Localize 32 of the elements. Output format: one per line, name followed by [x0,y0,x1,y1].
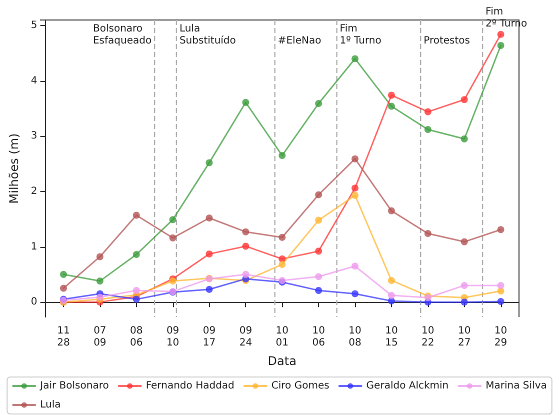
x-tick-label: 09 24 [239,326,252,348]
x-tick-label: 07 09 [94,326,106,348]
x-tick-label: 08 06 [130,326,143,348]
x-tick-label: 09 17 [202,326,216,348]
annotation: Lula Substituído [179,24,236,46]
annotation: #EleNao [278,36,322,46]
annotation: Fim 1º Turno [340,24,382,46]
x-tick-label: 11 28 [57,326,70,348]
annotation: Bolsonaro Esfaqueado [92,24,152,46]
x-tick-label: 10 29 [494,326,508,348]
y-tick-label: 5 [30,20,38,32]
x-tick-label: 10 22 [422,326,434,348]
x-tick-label: 10 08 [348,326,362,348]
y-tick-label: 3 [30,130,38,142]
y-tick-label: 0 [30,296,38,308]
legend-label: Lula [40,400,61,410]
y-tick-label: 4 [30,75,38,86]
x-tick-label: 10 27 [458,326,471,348]
x-axis-title: Data [268,354,296,368]
legend-label: Geraldo Alckmin [366,380,449,392]
legend-label: Jair Bolsonaro [39,380,109,392]
y-axis-title: Milhões (m) [7,133,21,204]
legend-label: Ciro Gomes [271,380,330,392]
x-tick-label: 10 15 [385,326,398,348]
annotation: Protestos [424,36,470,46]
legend-label: Marina Silva [486,380,547,392]
legend-label: Fernando Haddad [146,380,234,392]
y-tick-label: 1 [30,241,38,252]
y-tick-label: 2 [30,186,38,197]
x-tick-label: 09 10 [166,326,180,348]
x-tick-label: 10 01 [276,326,288,348]
x-tick-label: 10 06 [312,326,325,348]
